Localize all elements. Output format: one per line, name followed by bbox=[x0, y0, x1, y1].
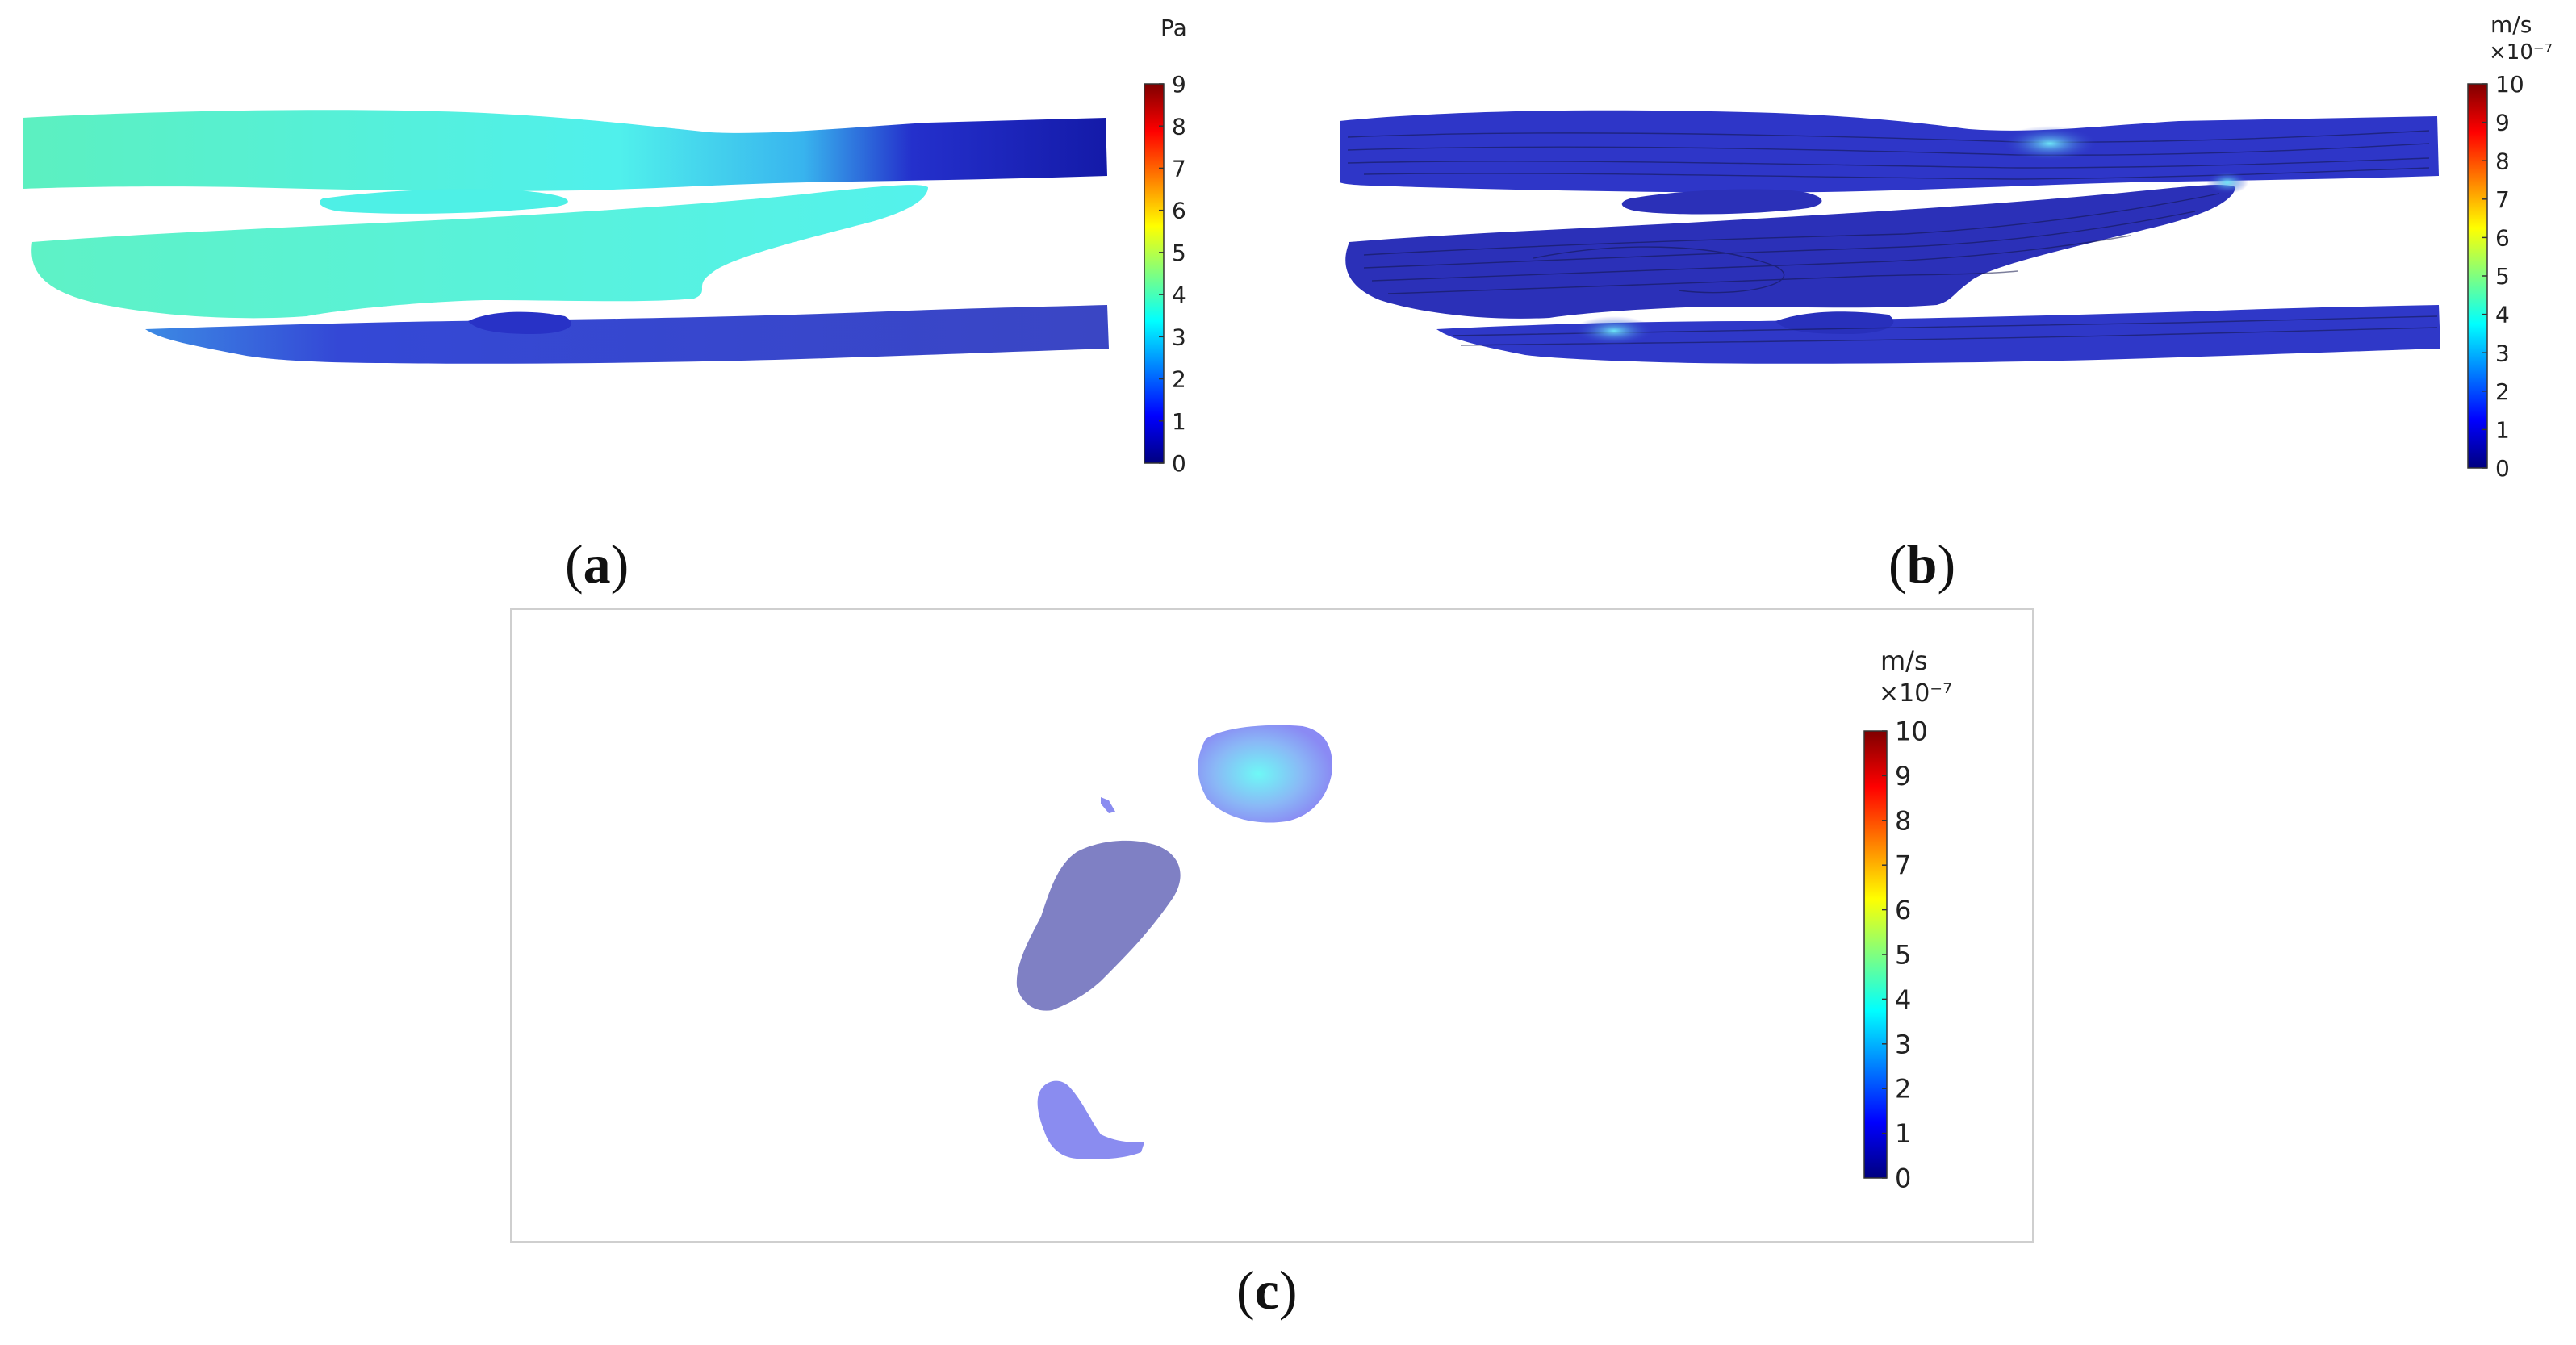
colorbar-a-ticks: 0 1 2 3 4 5 6 7 8 9 bbox=[1159, 71, 1186, 477]
blob-middle bbox=[1016, 840, 1181, 1011]
colorbar-b-tick-label: 1 bbox=[2495, 416, 2510, 443]
colorbar-b-tick-label: 9 bbox=[2495, 110, 2510, 136]
middle-band-b bbox=[1345, 185, 2235, 319]
colorbar-c-tick-label: 8 bbox=[1895, 805, 1911, 836]
colorbar-b-tick-label: 5 bbox=[2495, 263, 2510, 290]
blob-speck bbox=[1101, 797, 1115, 813]
caption-b: (b) bbox=[1888, 533, 1956, 595]
hotspot-junction bbox=[2206, 171, 2248, 194]
lower-band-b bbox=[1436, 305, 2440, 364]
hotspot-upper bbox=[2001, 126, 2098, 161]
colorbar-a-tick-label: 5 bbox=[1172, 240, 1186, 266]
connecting-lens bbox=[320, 189, 568, 214]
upper-fracture-band bbox=[23, 110, 1107, 191]
colorbar-c-multiplier: ×10⁻⁷ bbox=[1879, 679, 1953, 708]
colorbar-c-tick-label: 2 bbox=[1895, 1074, 1911, 1105]
colorbar-c-ticks: 0 1 2 3 4 5 6 7 8 9 10 bbox=[1882, 716, 1928, 1194]
colorbar-c-tick-label: 6 bbox=[1895, 895, 1911, 925]
pressure-field-plot: 0 1 2 3 4 5 6 7 8 9 bbox=[23, 71, 1186, 477]
colorbar-b-tick-label: 6 bbox=[2495, 224, 2510, 251]
panel-a: 0 1 2 3 4 5 6 7 8 9 Pa bbox=[0, 0, 1211, 516]
colorbar-c-tick-label: 5 bbox=[1895, 940, 1911, 971]
panel-c: 0 1 2 3 4 5 6 7 8 9 10 m/s ×10⁻⁷ bbox=[510, 608, 2034, 1243]
colorbar-b-tick-label: 0 bbox=[2495, 455, 2510, 482]
colorbar-a-tick-label: 1 bbox=[1172, 408, 1186, 435]
colorbar-a-tick-label: 6 bbox=[1172, 198, 1186, 224]
colorbar-a-unit: Pa bbox=[1160, 15, 1187, 41]
colorbar-b-ticks: 0 1 2 3 4 5 6 7 8 9 10 bbox=[2482, 71, 2524, 482]
blob-top bbox=[1198, 725, 1332, 823]
colorbar-c-tick-label: 1 bbox=[1895, 1118, 1911, 1149]
cross-section-plot: 0 1 2 3 4 5 6 7 8 9 10 bbox=[1016, 716, 1928, 1194]
caption-c: (c) bbox=[1236, 1259, 1298, 1321]
colorbar-b-tick-label: 3 bbox=[2495, 340, 2510, 366]
lower-band-bulge bbox=[468, 311, 571, 334]
colorbar-b-unit: m/s bbox=[2490, 11, 2532, 38]
colorbar-b-tick-label: 4 bbox=[2495, 302, 2510, 328]
lower-fracture-band bbox=[145, 305, 1109, 364]
colorbar-b-tick-label: 2 bbox=[2495, 378, 2510, 405]
colorbar-c-tick-label: 10 bbox=[1895, 716, 1928, 747]
colorbar-a-tick-label: 2 bbox=[1172, 366, 1186, 393]
colorbar-a-tick-label: 4 bbox=[1172, 282, 1186, 308]
colorbar-b-tick-label: 7 bbox=[2495, 186, 2510, 213]
colorbar-b-tick-label: 8 bbox=[2495, 148, 2510, 174]
colorbar-a-tick-label: 8 bbox=[1172, 113, 1186, 140]
colorbar-c-tick-label: 0 bbox=[1895, 1163, 1911, 1194]
colorbar-a-tick-label: 0 bbox=[1172, 450, 1186, 477]
colorbar-c-tick-label: 3 bbox=[1895, 1029, 1911, 1059]
colorbar-c-tick-label: 4 bbox=[1895, 984, 1911, 1015]
colorbar-a-tick-label: 9 bbox=[1172, 71, 1186, 98]
middle-fracture-band bbox=[31, 185, 928, 319]
colorbar-c-tick-label: 7 bbox=[1895, 850, 1911, 881]
blob-bottom bbox=[1037, 1080, 1144, 1159]
velocity-streamline-plot: 0 1 2 3 4 5 6 7 8 9 10 bbox=[1340, 71, 2524, 482]
panel-b: 0 1 2 3 4 5 6 7 8 9 10 m/s ×10⁻⁷ bbox=[1291, 0, 2576, 516]
colorbar-b-tick-label: 10 bbox=[2495, 71, 2524, 98]
colorbar-c-tick-label: 9 bbox=[1895, 761, 1911, 792]
colorbar-a-tick-label: 7 bbox=[1172, 156, 1186, 182]
colorbar-a bbox=[1144, 83, 1165, 464]
caption-a: (a) bbox=[565, 533, 629, 595]
hotspot-lower bbox=[1574, 316, 1654, 345]
colorbar-b-multiplier: ×10⁻⁷ bbox=[2489, 40, 2553, 65]
lens-b bbox=[1621, 189, 1822, 215]
colorbar-a-tick-label: 3 bbox=[1172, 324, 1186, 350]
colorbar-c-unit: m/s bbox=[1880, 645, 1928, 676]
